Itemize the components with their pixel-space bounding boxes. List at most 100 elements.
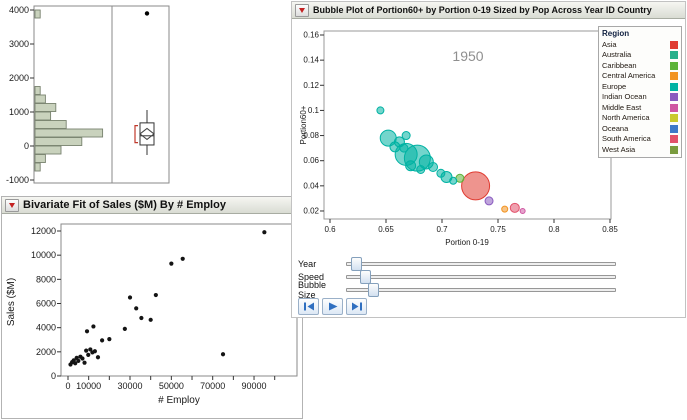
play-button[interactable] — [322, 298, 343, 315]
playback-controls — [298, 298, 367, 315]
svg-text:4000: 4000 — [36, 323, 56, 333]
svg-text:0.08: 0.08 — [303, 131, 319, 140]
speed-slider-thumb[interactable] — [359, 270, 371, 284]
svg-text:10000: 10000 — [76, 381, 101, 391]
svg-text:0: 0 — [51, 371, 56, 381]
legend-item-caribbean[interactable]: Caribbean — [602, 61, 678, 72]
legend-item-middle-east[interactable]: Middle East — [602, 103, 678, 114]
legend-item-south-america[interactable]: South America — [602, 134, 678, 145]
speed-slider[interactable] — [346, 270, 616, 284]
legend-color-swatch — [670, 61, 678, 70]
legend-label: Asia — [602, 39, 617, 49]
bubble-legend: Region Asia Australia Caribbean Central Ame… — [598, 26, 682, 158]
svg-text:0.75: 0.75 — [490, 225, 506, 234]
bivariate-title: Bivariate Fit of Sales ($M) By # Employ — [23, 199, 226, 211]
legend-color-swatch — [670, 72, 678, 81]
bivariate-panel: Bivariate Fit of Sales ($M) By # Employ … — [1, 196, 303, 419]
bubble-size-slider-row: Bubble Size — [298, 280, 616, 300]
distribution-histogram-boxplot-plot[interactable]: 4000 3000 2000 1000 0 -1000 — [0, 0, 176, 192]
svg-text:6000: 6000 — [36, 299, 56, 309]
svg-text:0.85: 0.85 — [602, 225, 618, 234]
legend-label: Australia — [602, 50, 632, 59]
bubble-size-slider[interactable] — [346, 283, 616, 297]
legend-items: Asia Australia Caribbean Central America Eur… — [602, 40, 678, 156]
legend-item-europe[interactable]: Europe — [602, 82, 678, 93]
svg-text:50000: 50000 — [159, 381, 184, 391]
legend-label: Europe — [602, 81, 627, 91]
svg-text:4000: 4000 — [9, 5, 29, 15]
bubble-titlebar: Bubble Plot of Portion60+ by Portion 0-1… — [292, 2, 685, 19]
legend-item-central-america[interactable]: Central America — [602, 71, 678, 82]
legend-label: Central America — [602, 71, 656, 80]
svg-text:-1000: -1000 — [6, 175, 29, 185]
legend-label: West Asia — [602, 144, 636, 154]
histogram-bars — [34, 9, 104, 172]
play-icon — [328, 302, 337, 311]
bubble-scatter-plot[interactable]: 0.6 0.65 0.7 0.75 0.8 0.85 0.02 0.04 0.06 0.08 0.1… — [296, 23, 618, 255]
legend-label: Middle East — [602, 102, 642, 112]
step-forward-icon — [351, 302, 362, 311]
legend-color-swatch — [670, 103, 678, 112]
legend-color-swatch — [670, 51, 678, 60]
svg-text:1000: 1000 — [9, 107, 29, 117]
speed-slider-row: Speed — [298, 270, 616, 284]
legend-color-swatch — [670, 124, 678, 133]
svg-text:0.04: 0.04 — [303, 181, 319, 190]
bubbles — [376, 106, 526, 214]
svg-text:# Employ: # Employ — [158, 395, 200, 406]
svg-text:0.7: 0.7 — [436, 225, 448, 234]
red-triangle-menu-icon[interactable] — [295, 3, 309, 17]
step-back-icon — [303, 302, 314, 311]
svg-text:2000: 2000 — [9, 73, 29, 83]
year-slider[interactable] — [346, 257, 616, 271]
bubble-size-slider-label: Bubble Size — [298, 279, 327, 300]
legend-item-indian-ocean[interactable]: Indian Ocean — [602, 92, 678, 103]
legend-color-swatch — [670, 40, 678, 49]
legend-label: South America — [602, 134, 651, 143]
legend-color-swatch — [670, 135, 678, 144]
legend-item-west-asia[interactable]: West Asia — [602, 145, 678, 156]
svg-text:0.16: 0.16 — [303, 31, 319, 40]
legend-color-swatch — [670, 114, 678, 123]
legend-color-swatch — [670, 145, 678, 154]
svg-text:30000: 30000 — [117, 381, 142, 391]
legend-item-north-america[interactable]: North America — [602, 113, 678, 124]
distribution-panel: 4000 3000 2000 1000 0 -1000 — [0, 0, 176, 192]
bivariate-titlebar: Bivariate Fit of Sales ($M) By # Employ — [2, 197, 302, 214]
bubble-size-slider-thumb[interactable] — [367, 283, 379, 297]
legend-label: Oceana — [602, 123, 629, 133]
legend-label: North America — [602, 113, 650, 122]
year-slider-thumb[interactable] — [351, 257, 363, 271]
svg-text:70000: 70000 — [200, 381, 225, 391]
svg-text:12000: 12000 — [31, 226, 56, 236]
bubble-controls: Year Speed Bubble Size — [298, 257, 616, 300]
red-triangle-menu-icon[interactable] — [5, 198, 19, 212]
bubble-plot-panel: Bubble Plot of Portion60+ by Portion 0-1… — [291, 1, 686, 318]
svg-text:0: 0 — [65, 381, 70, 391]
legend-item-asia[interactable]: Asia — [602, 40, 678, 51]
svg-text:2000: 2000 — [36, 347, 56, 357]
step-forward-button[interactable] — [346, 298, 367, 315]
svg-text:0.6: 0.6 — [324, 225, 336, 234]
svg-text:3000: 3000 — [9, 39, 29, 49]
svg-text:0.02: 0.02 — [303, 206, 319, 215]
svg-text:0: 0 — [24, 141, 29, 151]
legend-label: Caribbean — [602, 60, 637, 70]
svg-text:0.12: 0.12 — [303, 81, 319, 90]
step-back-button[interactable] — [298, 298, 319, 315]
legend-item-australia[interactable]: Australia — [602, 50, 678, 61]
legend-item-oceana[interactable]: Oceana — [602, 124, 678, 135]
outlier-boxplot — [134, 11, 155, 156]
svg-text:10000: 10000 — [31, 250, 56, 260]
svg-text:0.65: 0.65 — [378, 225, 394, 234]
bubble-title: Bubble Plot of Portion60+ by Portion 0-1… — [313, 5, 652, 15]
svg-text:Portion 0-19: Portion 0-19 — [445, 238, 489, 247]
legend-color-swatch — [670, 93, 678, 102]
red-triangle-glyph — [9, 202, 15, 208]
svg-text:8000: 8000 — [36, 274, 56, 284]
legend-label: Indian Ocean — [602, 92, 647, 101]
svg-text:0.1: 0.1 — [308, 106, 320, 115]
year-slider-row: Year — [298, 257, 616, 271]
bivariate-scatter-plot[interactable]: 0 2000 4000 6000 8000 10000 12000 0 10000 30000 50… — [2, 214, 302, 419]
svg-text:0.06: 0.06 — [303, 156, 319, 165]
